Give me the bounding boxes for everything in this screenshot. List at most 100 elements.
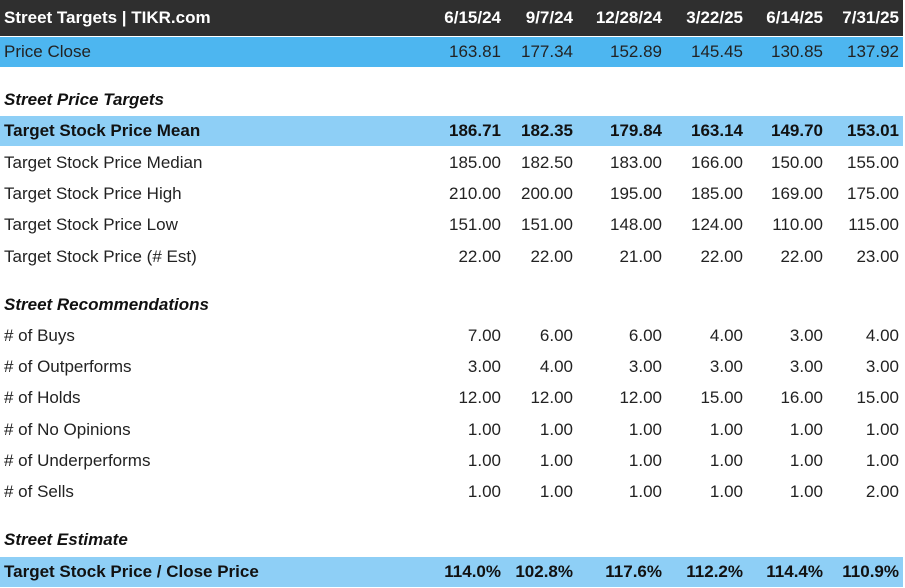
row-label: Target Stock Price (# Est) [4,246,197,266]
row-value: 210.00 [449,183,501,203]
row-value: 110.9% [842,561,899,581]
column-header: 7/31/25 [842,8,899,27]
row-label: # of Outperforms [4,357,132,377]
row-value: 3.00 [467,357,501,377]
section-title: Street Estimate [4,530,128,550]
row-value: 12.00 [458,388,501,408]
row-value: 102.8% [515,561,573,581]
row-value: 150.00 [771,152,823,172]
row-value: 21.00 [619,246,662,266]
row-value: 12.00 [619,388,662,408]
row-label: Target Stock Price / Close Price [4,561,259,581]
row-value: 1.00 [789,419,823,439]
row-value: 182.50 [521,152,573,172]
row-highlight [0,116,903,147]
row-value: 152.89 [610,42,662,61]
row-value: 4.00 [709,325,743,345]
row-value: 4.00 [539,357,573,377]
section-title: Street Recommendations [4,294,209,314]
row-value: 2.00 [865,482,899,502]
row-value: 1.00 [865,451,899,470]
row-value: 114.0% [444,561,501,581]
section-title: Street Price Targets [4,90,164,109]
row-value: 3.00 [789,357,823,377]
row-value: 175.00 [847,183,899,203]
row-value: 151.00 [449,215,501,235]
row-value: 22.00 [458,246,501,266]
column-header: 9/7/24 [525,8,573,27]
row-value: 177.34 [521,42,573,61]
row-value: 15.00 [700,388,743,408]
row-value: 3.00 [628,357,662,377]
column-header: 6/15/24 [444,8,501,27]
row-value: 22.00 [530,246,573,266]
row-value: 166.00 [691,152,743,172]
row-value: 1.00 [539,482,573,502]
row-highlight [0,556,903,587]
row-value: 155.00 [847,152,899,172]
row-value: 200.00 [521,183,573,203]
row-value: 1.00 [467,419,501,439]
row-value: 151.00 [521,215,573,235]
row-label: Price Close [4,42,91,61]
row-value: 163.14 [691,121,743,141]
row-value: 6.00 [539,325,573,345]
row-value: 1.00 [865,419,899,439]
row-value: 1.00 [789,482,823,502]
row-value: 15.00 [856,388,899,408]
row-label: # of Sells [4,482,74,502]
row-value: 183.00 [610,152,662,172]
row-value: 1.00 [467,451,501,470]
row-value: 1.00 [539,451,573,470]
row-value: 186.71 [449,121,501,141]
row-value: 1.00 [628,451,662,470]
row-label: Target Stock Price Median [4,152,203,172]
row-value: 1.00 [628,419,662,439]
row-value: 179.84 [610,121,662,141]
row-value: 22.00 [780,246,823,266]
row-value: 148.00 [610,215,662,235]
row-value: 185.00 [449,152,501,172]
row-value: 23.00 [856,246,899,266]
row-value: 1.00 [539,419,573,439]
row-value: 1.00 [467,482,501,502]
row-label: # of Underperforms [4,451,151,470]
column-header: 6/14/25 [766,8,823,27]
row-label: Target Stock Price Low [4,215,178,235]
row-value: 182.35 [521,121,573,141]
row-value: 3.00 [789,325,823,345]
row-value: 1.00 [628,482,662,502]
row-value: 110.00 [772,215,823,235]
row-value: 1.00 [789,451,823,470]
row-value: 137.92 [847,42,899,61]
row-value: 130.85 [771,42,823,61]
row-highlight [0,37,903,67]
row-value: 4.00 [865,325,899,345]
row-value: 22.00 [700,246,743,266]
row-value: 169.00 [771,183,823,203]
row-value: 185.00 [691,183,743,203]
row-value: 117.6% [605,561,662,581]
row-value: 124.00 [691,215,743,235]
row-value: 12.00 [530,388,573,408]
row-value: 153.01 [847,121,899,141]
row-value: 195.00 [610,183,662,203]
row-value: 115.00 [848,215,899,235]
row-value: 6.00 [628,325,662,345]
row-value: 1.00 [709,451,743,470]
row-value: 3.00 [709,357,743,377]
row-value: 1.00 [709,482,743,502]
row-value: 149.70 [771,121,823,141]
column-header: 3/22/25 [686,8,743,27]
row-label: Target Stock Price Mean [4,121,201,141]
row-label: # of Buys [4,325,75,345]
row-label: Target Stock Price High [4,183,182,203]
row-label: # of No Opinions [4,419,131,439]
row-value: 16.00 [780,388,823,408]
row-value: 7.00 [467,325,501,345]
row-label: # of Holds [4,388,81,408]
row-value: 114.4% [766,561,823,581]
row-value: 112.2% [686,561,743,581]
row-value: 163.81 [449,42,501,61]
